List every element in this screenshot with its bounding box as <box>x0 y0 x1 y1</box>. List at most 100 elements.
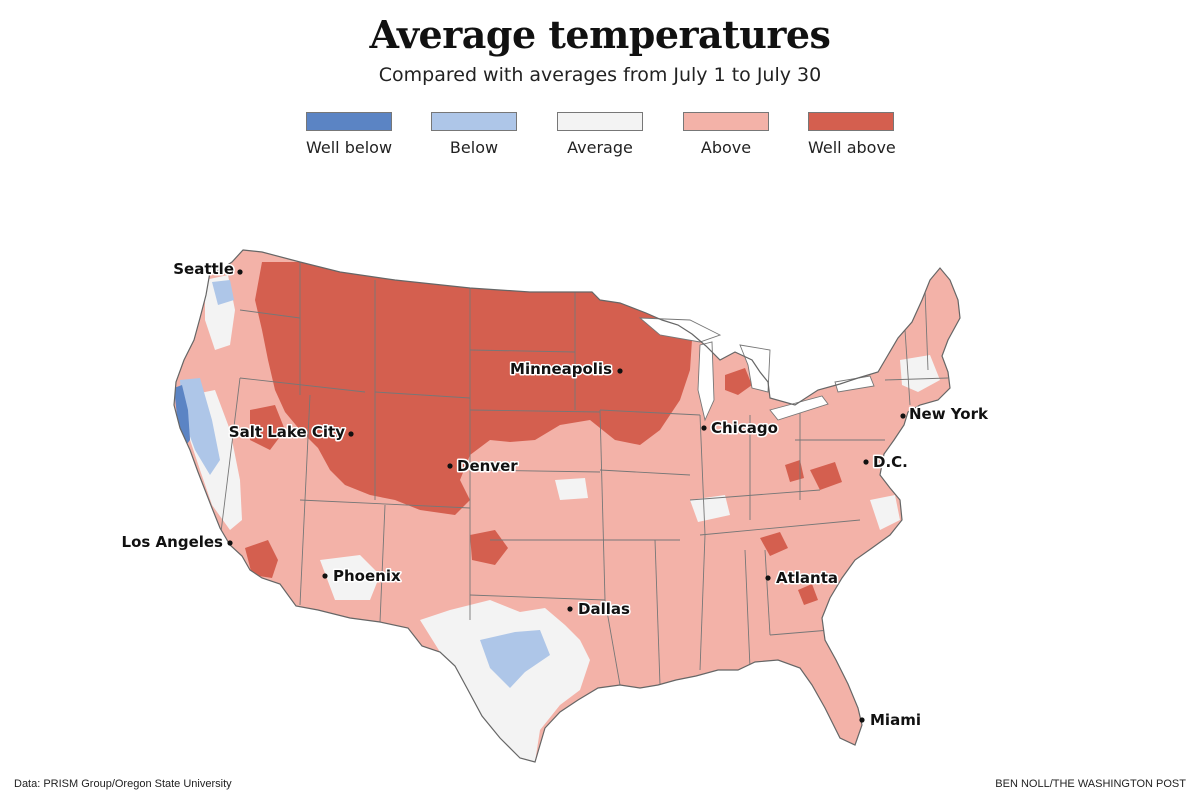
well-above-patch-michigan <box>725 368 752 395</box>
well-below-region-coast <box>174 385 190 448</box>
city-label-salt-lake-city: Salt Lake City <box>229 423 345 441</box>
legend: Well below Below Average Above Well abov… <box>0 112 1200 162</box>
legend-label-above: Above <box>700 138 752 157</box>
legend-swatch-well-above <box>808 112 894 131</box>
city-label-atlanta: Atlanta <box>776 569 838 587</box>
city-dot-denver <box>447 463 453 469</box>
city-dot-new-york <box>900 413 906 419</box>
city-label-seattle: Seattle <box>173 260 234 278</box>
lake-michigan <box>697 341 715 422</box>
legend-item-below: Below <box>431 112 517 157</box>
city-dot-salt-lake-city <box>348 431 354 437</box>
state-border <box>379 504 386 623</box>
average-region-ohio-valley <box>690 495 730 522</box>
state-border <box>699 534 706 671</box>
city-phoenix: Phoenix <box>322 566 402 587</box>
city-denver: Denver <box>447 456 520 477</box>
state-border <box>769 629 831 636</box>
well-above-patch-georgia <box>798 584 818 605</box>
legend-label-well-below: Well below <box>306 138 393 157</box>
state-border <box>239 309 301 319</box>
city-label-dc: D.C. <box>873 453 908 471</box>
average-region-new-england <box>900 355 940 392</box>
city-layer: Seattle Salt Lake City Los Angeles Phoen… <box>120 259 990 731</box>
well-above-region-north <box>255 262 692 515</box>
city-label-dallas: Dallas <box>578 600 630 618</box>
state-border <box>884 377 949 381</box>
state-borders <box>219 262 949 686</box>
city-label-denver: Denver <box>457 457 518 475</box>
below-region-california <box>180 378 220 475</box>
well-above-patch-socal <box>245 540 278 578</box>
temperature-anomaly-layer <box>174 250 960 762</box>
city-label-new-york: New York <box>909 405 989 423</box>
city-dot-dallas <box>567 606 573 612</box>
city-dc: D.C. <box>863 452 909 473</box>
state-border <box>599 469 691 476</box>
average-region-kansas <box>555 478 588 500</box>
legend-item-above: Above <box>683 112 769 157</box>
below-region-washington <box>212 280 234 305</box>
city-dot-seattle <box>237 269 243 275</box>
lake-superior <box>638 317 722 343</box>
city-label-los-angeles: Los Angeles <box>122 533 224 551</box>
average-region-carolina <box>870 495 900 530</box>
legend-label-well-above: Well above <box>808 138 896 157</box>
state-border <box>904 329 911 406</box>
state-border <box>219 377 241 541</box>
city-dallas: Dallas <box>567 599 631 620</box>
state-border <box>744 549 751 669</box>
state-border <box>469 349 576 353</box>
state-border <box>469 594 606 601</box>
state-border <box>374 391 471 399</box>
city-label-chicago: Chicago <box>711 419 778 437</box>
city-salt-lake-city: Salt Lake City <box>227 422 354 443</box>
lake-erie <box>769 395 829 421</box>
city-label-miami: Miami <box>870 711 921 729</box>
below-region-texas <box>480 630 550 688</box>
city-label-phoenix: Phoenix <box>333 567 401 585</box>
city-dot-chicago <box>701 425 707 431</box>
legend-swatch-below <box>431 112 517 131</box>
city-minneapolis: Minneapolis <box>509 359 623 380</box>
legend-label-below: Below <box>449 138 499 157</box>
well-above-patch-utah <box>250 405 285 450</box>
state-border <box>699 414 706 536</box>
state-border <box>599 409 701 416</box>
city-chicago: Chicago <box>701 418 779 439</box>
state-border <box>764 549 771 636</box>
city-label-minneapolis: Minneapolis <box>510 360 612 378</box>
city-dot-los-angeles <box>227 540 233 546</box>
city-dot-miami <box>859 717 865 723</box>
state-border <box>924 289 929 371</box>
map-title: Average temperatures <box>369 12 831 57</box>
well-above-patch-colorado <box>470 530 508 565</box>
state-border <box>689 489 821 501</box>
state-border <box>599 409 606 601</box>
legend-item-well-above: Well above <box>808 112 896 157</box>
legend-swatch-well-below <box>306 112 392 131</box>
city-miami: Miami <box>859 710 922 731</box>
legend-item-average: Average <box>557 112 643 157</box>
city-dot-atlanta <box>765 575 771 581</box>
well-above-patch-virginia <box>810 462 842 490</box>
city-los-angeles: Los Angeles <box>120 532 233 553</box>
well-above-patch-tennessee <box>760 532 788 556</box>
well-above-patch-ohio <box>785 460 804 482</box>
lake-huron <box>739 344 771 393</box>
author-credit: BEN NOLL/THE WASHINGTON POST <box>995 778 1186 790</box>
average-region-arizona <box>320 555 380 600</box>
legend-label-average: Average <box>567 138 633 157</box>
state-border <box>699 519 861 536</box>
state-border <box>654 539 661 686</box>
state-border <box>604 599 621 686</box>
city-dot-phoenix <box>322 573 328 579</box>
state-border <box>299 499 471 509</box>
map-subtitle: Compared with averages from July 1 to Ju… <box>378 64 822 86</box>
city-seattle: Seattle <box>172 259 243 280</box>
legend-swatch-average <box>557 112 643 131</box>
source-credit: Data: PRISM Group/Oregon State Universit… <box>14 778 232 790</box>
city-atlanta: Atlanta <box>765 568 840 589</box>
city-dot-minneapolis <box>617 368 623 374</box>
legend-item-well-below: Well below <box>306 112 392 157</box>
